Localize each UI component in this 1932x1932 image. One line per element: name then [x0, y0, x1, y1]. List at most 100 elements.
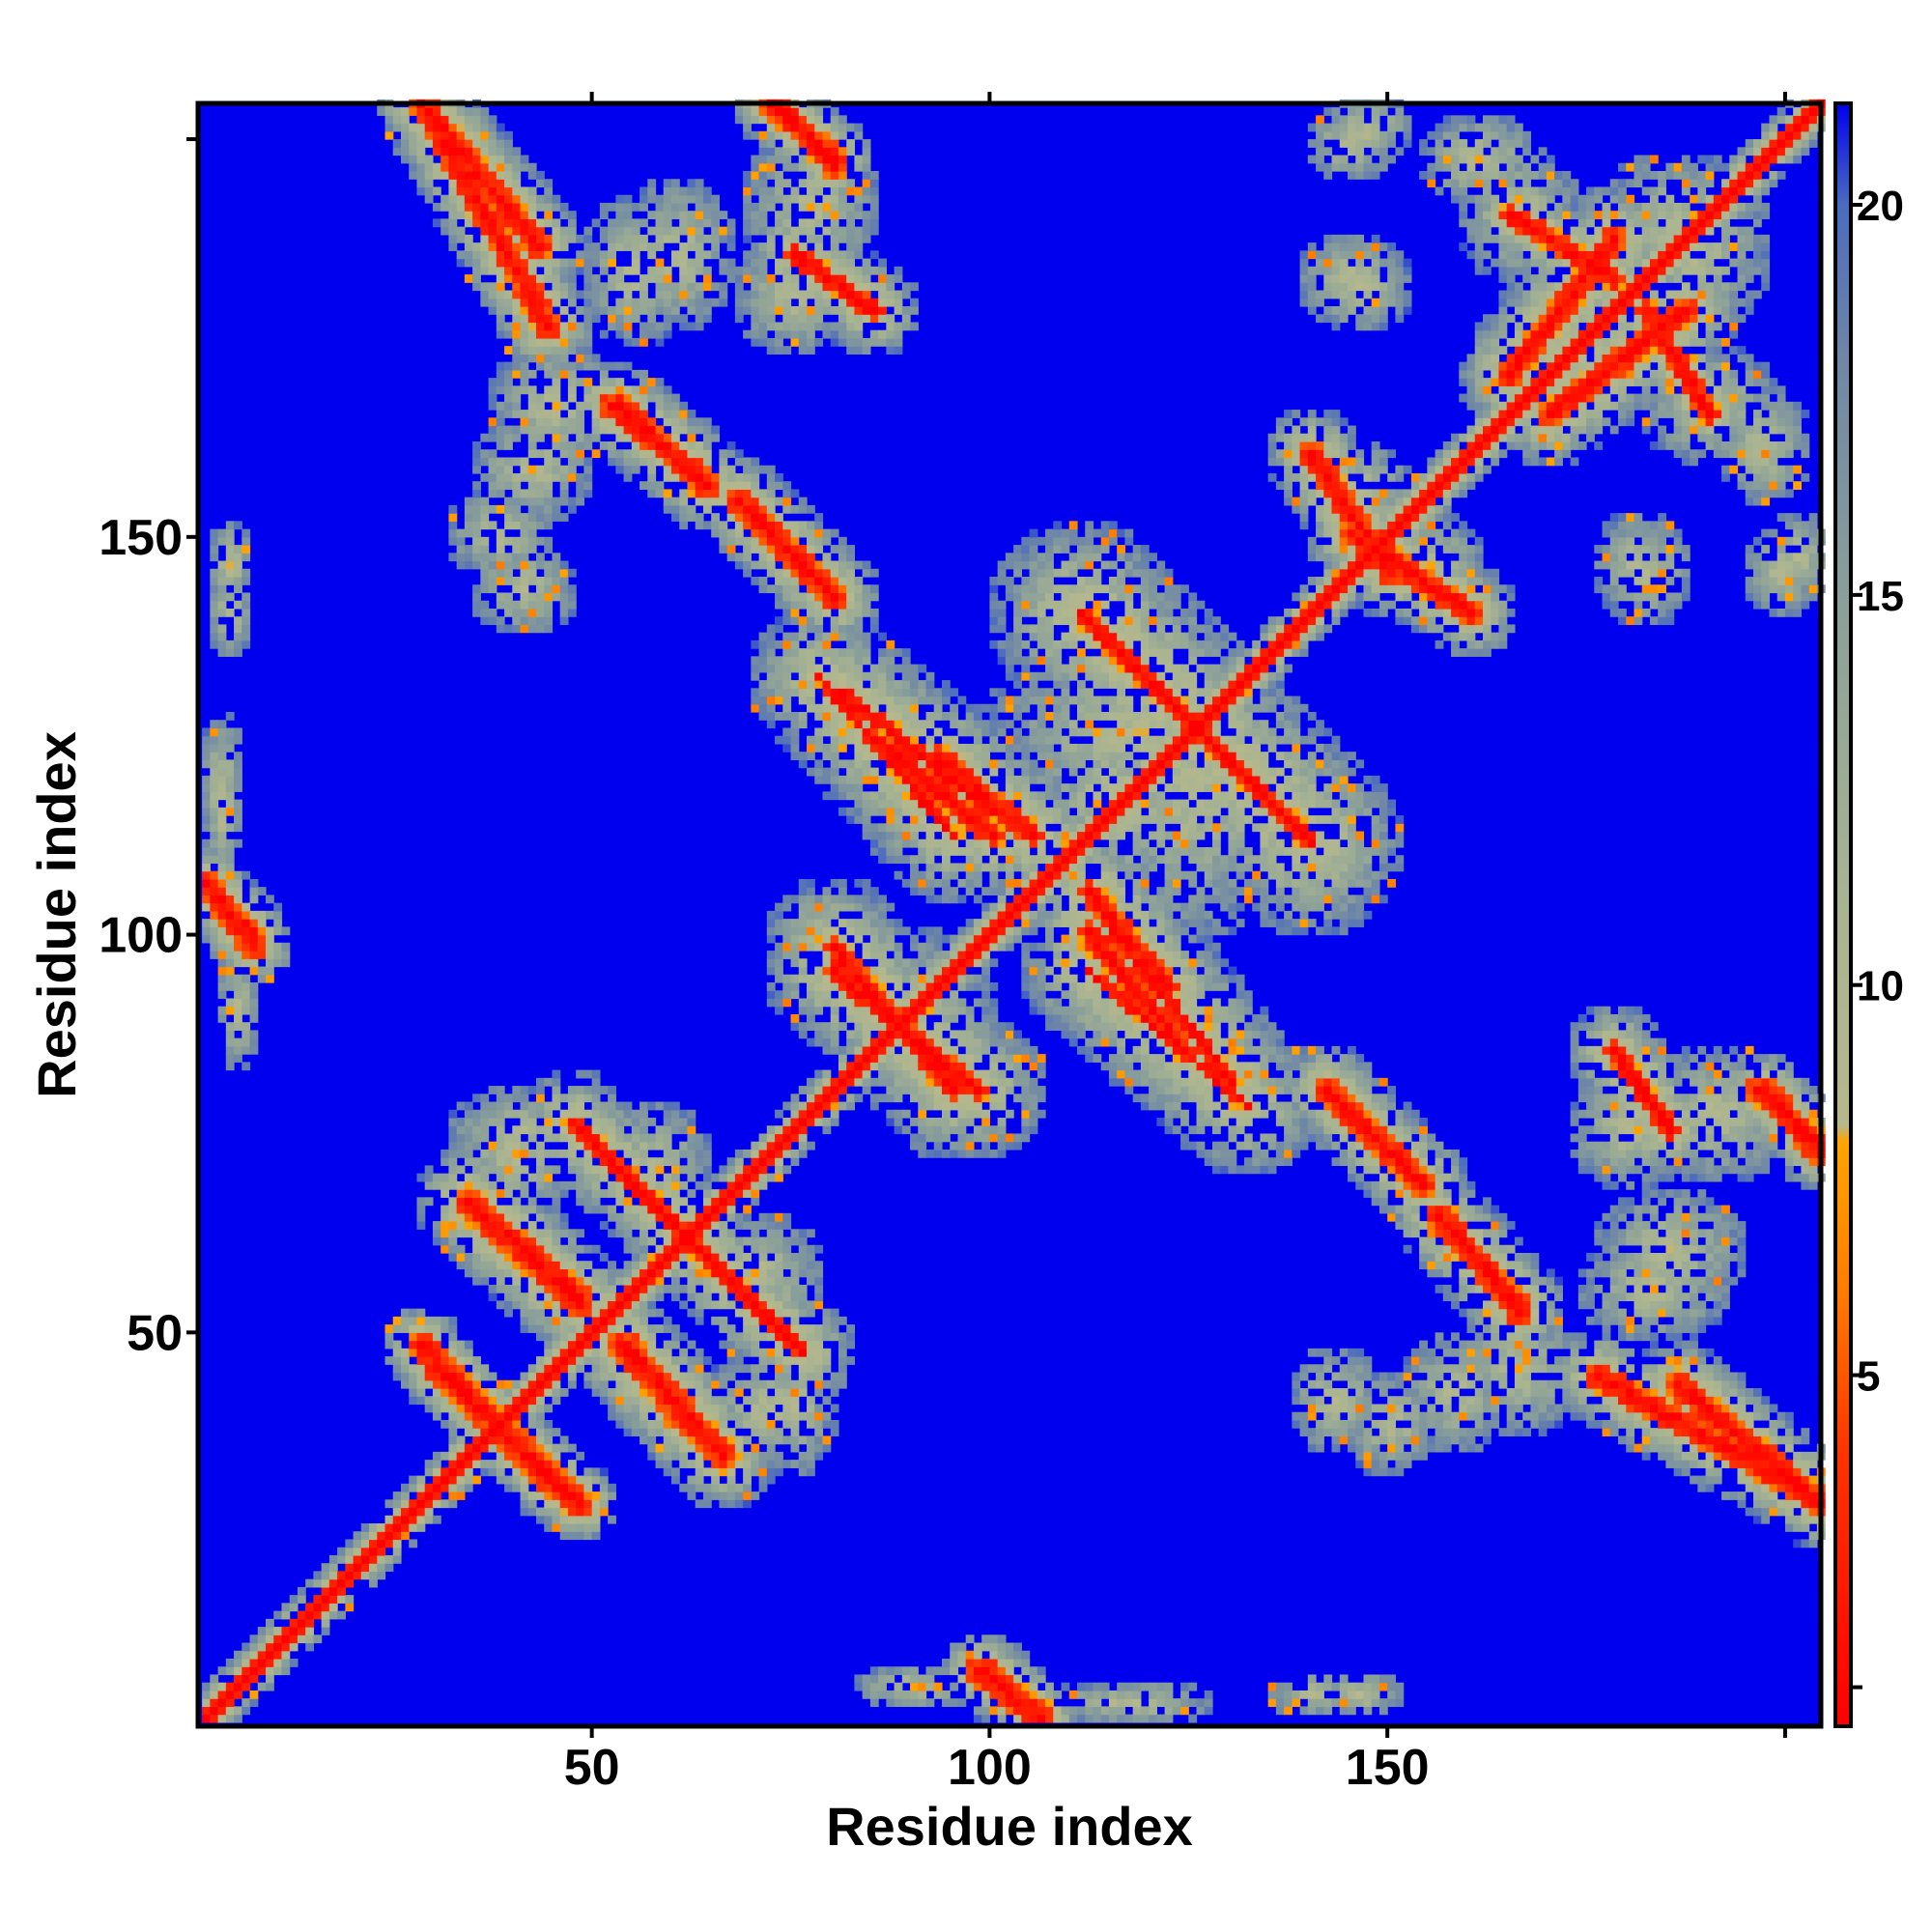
- heatmap-cell: [488, 608, 497, 617]
- heatmap-cell: [862, 974, 871, 983]
- heatmap-cell: [456, 194, 466, 204]
- heatmap-cell: [512, 361, 522, 371]
- heatmap-cell: [719, 1435, 728, 1445]
- heatmap-cell: [775, 346, 783, 355]
- heatmap-cell: [751, 242, 760, 251]
- heatmap-cell: [846, 727, 856, 737]
- heatmap-cell: [472, 553, 481, 562]
- heatmap-cell: [702, 266, 712, 275]
- heatmap-cell: [328, 1571, 338, 1580]
- heatmap-cell: [225, 545, 235, 554]
- heatmap-cell: [552, 1428, 561, 1437]
- heatmap-cell: [536, 1212, 545, 1222]
- heatmap-cell: [583, 1284, 593, 1293]
- heatmap-cell: [814, 934, 824, 944]
- heatmap-cell: [536, 1149, 545, 1158]
- heatmap-cell: [655, 282, 665, 292]
- heatmap-cell: [862, 727, 871, 737]
- heatmap-cell: [496, 410, 505, 418]
- heatmap-cell: [655, 1388, 665, 1397]
- heatmap-cell: [822, 1030, 832, 1039]
- heatmap-cell: [822, 274, 832, 283]
- heatmap-cell: [782, 481, 792, 491]
- heatmap-cell: [719, 282, 728, 292]
- heatmap-cell: [846, 179, 856, 188]
- heatmap-cell: [782, 155, 792, 164]
- heatmap-cell: [631, 1372, 640, 1381]
- heatmap-cell: [480, 282, 490, 292]
- heatmap-cell: [655, 1276, 665, 1286]
- heatmap-cell: [504, 306, 513, 315]
- heatmap-cell: [527, 1197, 537, 1207]
- heatmap-cell: [751, 306, 760, 315]
- heatmap-cell: [552, 378, 561, 386]
- heatmap-cell: [273, 942, 283, 952]
- heatmap-cell: [409, 155, 418, 164]
- heatmap-cell: [583, 250, 593, 260]
- heatmap-cell: [775, 942, 783, 952]
- heatmap-cell: [679, 1149, 689, 1158]
- heatmap-cell: [472, 1236, 481, 1246]
- heatmap-cell: [862, 990, 871, 1000]
- heatmap-cell: [647, 1300, 657, 1310]
- heatmap-cell: [758, 1483, 768, 1492]
- heatmap-cell: [527, 258, 537, 268]
- heatmap-cell: [544, 1118, 554, 1126]
- heatmap-cell: [807, 171, 815, 180]
- heatmap-cell: [583, 1492, 593, 1500]
- heatmap-cell: [623, 1404, 633, 1413]
- heatmap-cell: [775, 123, 783, 132]
- heatmap-cell: [567, 1268, 577, 1278]
- heatmap-cell: [615, 401, 625, 411]
- heatmap-cell: [225, 1682, 235, 1691]
- heatmap-cell: [782, 242, 792, 251]
- heatmap-cell: [679, 290, 689, 299]
- heatmap-cell: [647, 441, 657, 450]
- heatmap-cell: [496, 1101, 505, 1111]
- heatmap-cell: [862, 639, 871, 649]
- heatmap-cell: [559, 1332, 569, 1342]
- heatmap-cell: [345, 1571, 355, 1580]
- heatmap-cell: [623, 1212, 633, 1222]
- heatmap-cell: [552, 1205, 561, 1214]
- heatmap-cell: [862, 791, 871, 801]
- heatmap-cell: [448, 1236, 458, 1246]
- heatmap-cell: [751, 1293, 760, 1302]
- heatmap-cell: [210, 1698, 219, 1708]
- heatmap-cell: [210, 783, 219, 792]
- heatmap-cell: [655, 1229, 665, 1238]
- heatmap-cell: [758, 584, 768, 594]
- heatmap-cell: [798, 878, 808, 888]
- heatmap-cell: [559, 1300, 569, 1310]
- heatmap-cell: [456, 1197, 466, 1207]
- heatmap-cell: [822, 703, 832, 713]
- heatmap-cell: [552, 577, 561, 585]
- heatmap-cell: [886, 1109, 895, 1119]
- heatmap-cell: [838, 337, 847, 347]
- heatmap-cell: [719, 226, 728, 236]
- heatmap-cell: [702, 457, 712, 467]
- heatmap-cell: [846, 783, 856, 792]
- heatmap-cell: [210, 1674, 219, 1684]
- heatmap-cell: [544, 194, 554, 204]
- heatmap-cell: [512, 266, 522, 275]
- heatmap-cell: [504, 322, 513, 331]
- heatmap-cell: [544, 1372, 554, 1381]
- heatmap-cell: [846, 147, 856, 156]
- heatmap-cell: [663, 1157, 672, 1167]
- heatmap-cell: [679, 250, 689, 260]
- heatmap-cell: [496, 274, 505, 283]
- heatmap-cell: [488, 1268, 497, 1278]
- heatmap-cell: [798, 322, 808, 331]
- heatmap-cell: [862, 314, 871, 324]
- heatmap-cell: [583, 1515, 593, 1524]
- heatmap-cell: [488, 378, 497, 386]
- heatmap-cell: [695, 242, 704, 251]
- heatmap-cell: [838, 171, 847, 180]
- heatmap-cell: [472, 211, 481, 220]
- heatmap-cell: [782, 1419, 792, 1429]
- heatmap-cell: [751, 1396, 760, 1406]
- heatmap-cell: [608, 1396, 616, 1406]
- heatmap-cell: [846, 123, 856, 132]
- heatmap-cell: [536, 1411, 545, 1421]
